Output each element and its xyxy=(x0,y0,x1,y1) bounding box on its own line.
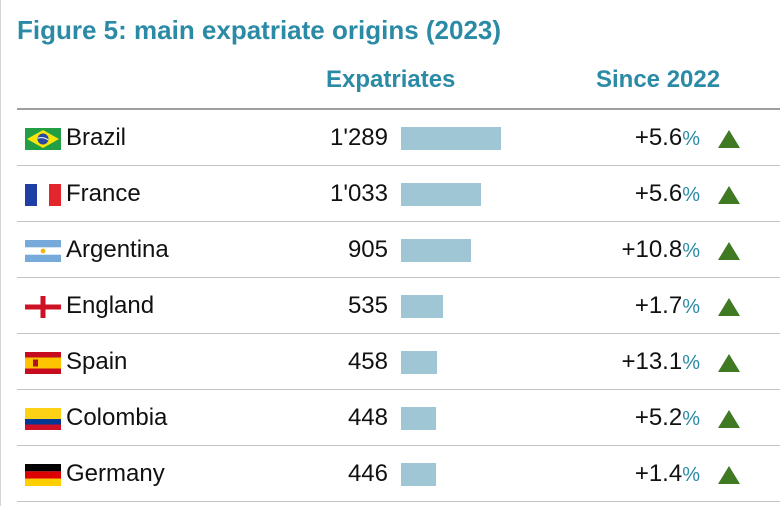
expatriates-bar xyxy=(401,351,437,374)
change-value: +1.7 xyxy=(634,292,683,319)
change-value: +5.6 xyxy=(634,124,683,151)
country-label: Brazil xyxy=(66,124,127,151)
up-triangle-icon xyxy=(717,409,741,429)
expatriates-value: 458 xyxy=(347,348,388,375)
expatriates-value: 1'289 xyxy=(330,124,388,151)
change-value: +10.8 xyxy=(621,236,683,263)
percent-unit: % xyxy=(682,240,700,262)
spain-flag-icon xyxy=(25,352,61,374)
up-triangle-icon xyxy=(717,465,741,485)
up-triangle-icon xyxy=(717,129,741,149)
row-divider xyxy=(17,277,780,278)
change-value: +5.6 xyxy=(634,180,683,207)
expatriates-bar xyxy=(401,127,501,150)
change-value: +1.4 xyxy=(634,460,683,487)
percent-unit: % xyxy=(682,184,700,206)
expatriates-bar xyxy=(401,183,481,206)
row-divider xyxy=(17,333,780,334)
change-value: +5.2 xyxy=(634,404,683,431)
change-cell: +13.1% xyxy=(621,348,700,376)
up-triangle-icon xyxy=(717,241,741,261)
up-triangle-icon xyxy=(717,297,741,317)
row-divider xyxy=(17,501,780,502)
country-label: Spain xyxy=(66,348,128,375)
change-cell: +1.7% xyxy=(635,292,700,320)
england-flag-icon xyxy=(25,296,61,318)
france-flag-icon xyxy=(25,184,61,206)
country-label: France xyxy=(66,180,141,207)
change-cell: +5.2% xyxy=(635,404,700,432)
expatriates-bar xyxy=(401,407,436,430)
chart-title: Figure 5: main expatriate origins (2023) xyxy=(17,15,502,45)
header-divider xyxy=(17,108,780,110)
expatriates-value: 1'033 xyxy=(330,180,388,207)
change-cell: +5.6% xyxy=(635,180,700,208)
left-border xyxy=(0,0,1,506)
row-divider xyxy=(17,165,780,166)
country-label: Colombia xyxy=(66,404,168,431)
brazil-flag-icon xyxy=(25,128,61,150)
column-header-since-2022: Since 2022 xyxy=(596,66,721,93)
up-triangle-icon xyxy=(717,185,741,205)
table-row: Argentina 905 +10.8% xyxy=(17,222,780,278)
row-divider xyxy=(17,445,780,446)
percent-unit: % xyxy=(682,464,700,486)
colombia-flag-icon xyxy=(25,408,61,430)
table-row: Germany 446 +1.4% xyxy=(17,446,780,502)
table-row: Brazil 1'289 +5.6% xyxy=(17,110,780,166)
row-divider xyxy=(17,221,780,222)
country-label: England xyxy=(66,292,155,319)
percent-unit: % xyxy=(682,128,700,150)
column-header-expatriates: Expatriates xyxy=(326,66,456,93)
up-triangle-icon xyxy=(717,353,741,373)
table-row: France 1'033 +5.6% xyxy=(17,166,780,222)
expatriates-bar xyxy=(401,463,436,486)
percent-unit: % xyxy=(682,352,700,374)
expatriates-bar xyxy=(401,295,443,318)
country-label: Argentina xyxy=(66,236,169,263)
change-value: +13.1 xyxy=(621,348,683,375)
percent-unit: % xyxy=(682,408,700,430)
change-cell: +10.8% xyxy=(621,236,700,264)
percent-unit: % xyxy=(682,296,700,318)
germany-flag-icon xyxy=(25,464,61,486)
row-divider xyxy=(17,389,780,390)
argentina-flag-icon xyxy=(25,240,61,262)
change-cell: +5.6% xyxy=(635,124,700,152)
change-cell: +1.4% xyxy=(635,460,700,488)
expatriates-value: 535 xyxy=(347,292,388,319)
table-row: Spain 458 +13.1% xyxy=(17,334,780,390)
expatriates-value: 446 xyxy=(347,460,388,487)
expatriates-value: 448 xyxy=(347,404,388,431)
table-row: England 535 +1.7% xyxy=(17,278,780,334)
expatriates-value: 905 xyxy=(347,236,388,263)
table-row: Colombia 448 +5.2% xyxy=(17,390,780,446)
expatriates-bar xyxy=(401,239,471,262)
country-label: Germany xyxy=(66,460,165,487)
